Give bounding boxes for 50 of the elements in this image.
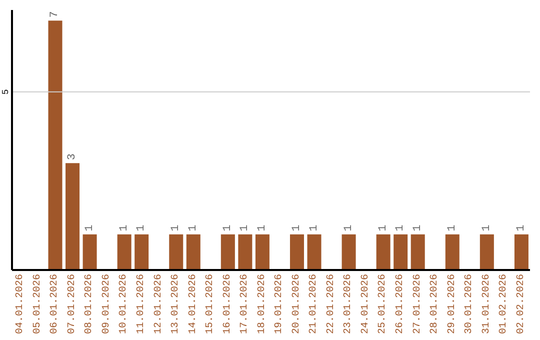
data-label: 1 <box>377 224 390 232</box>
x-tick-label: 21.01.2026 <box>308 274 320 334</box>
x-tick-label: 27.01.2026 <box>412 274 424 334</box>
x-tick-label: 13.01.2026 <box>170 274 182 334</box>
x-tick-label: 01.02.2026 <box>498 274 510 334</box>
x-tick-label: 11.01.2026 <box>136 274 147 334</box>
data-label: 1 <box>256 224 268 232</box>
x-tick-label: 08.01.2026 <box>84 274 96 334</box>
x-tick-label: 22.01.2026 <box>326 274 337 334</box>
data-label: 1 <box>170 224 182 232</box>
data-label: 1 <box>446 224 458 232</box>
x-tick-label: 16.01.2026 <box>222 274 234 334</box>
data-label: 1 <box>290 224 303 232</box>
x-tick-label: 14.01.2026 <box>188 274 199 334</box>
x-tick-label: 18.01.2026 <box>256 274 268 334</box>
data-label: 3 <box>66 154 79 160</box>
data-label: 1 <box>239 224 252 232</box>
data-label: 1 <box>308 224 320 232</box>
x-tick-label: 29.01.2026 <box>446 274 458 334</box>
x-tick-label: 20.01.2026 <box>291 274 302 334</box>
x-tick-label: 12.01.2026 <box>153 274 164 334</box>
data-label: 1 <box>515 224 528 232</box>
x-tick-label: 02.02.2026 <box>516 274 527 334</box>
data-label: 1 <box>118 224 130 232</box>
data-label: 1 <box>222 224 234 232</box>
x-tick-label: 05.01.2026 <box>32 274 44 334</box>
data-label: 1 <box>84 224 96 232</box>
x-tick-label: 24.01.2026 <box>360 274 372 334</box>
data-label: 1 <box>187 224 200 232</box>
x-tick-label: 23.01.2026 <box>343 274 354 334</box>
data-label: 1 <box>136 224 148 232</box>
x-tick-label: 28.01.2026 <box>430 274 441 334</box>
x-tick-label: 17.01.2026 <box>240 274 251 334</box>
data-label: 1 <box>394 224 407 232</box>
x-tick-label: 19.01.2026 <box>274 274 286 334</box>
data-label: 1 <box>480 224 493 232</box>
x-tick-label: 06.01.2026 <box>50 274 61 334</box>
data-label: 7 <box>49 11 62 18</box>
x-tick-label: 26.01.2026 <box>395 274 406 334</box>
x-tick-label: 25.01.2026 <box>378 274 389 334</box>
x-tick-label: 15.01.2026 <box>205 274 216 334</box>
x-tick-label: 07.01.2026 <box>66 274 78 334</box>
y-tick-label: 5 <box>1 89 11 95</box>
x-tick-label: 09.01.2026 <box>101 274 112 334</box>
x-tick-label: 10.01.2026 <box>118 274 130 334</box>
data-label: 1 <box>342 224 355 232</box>
x-tick-label: 30.01.2026 <box>464 274 476 334</box>
data-label: 1 <box>412 224 424 232</box>
x-tick-label: 04.01.2026 <box>15 274 26 334</box>
x-tick-label: 31.01.2026 <box>481 274 492 334</box>
